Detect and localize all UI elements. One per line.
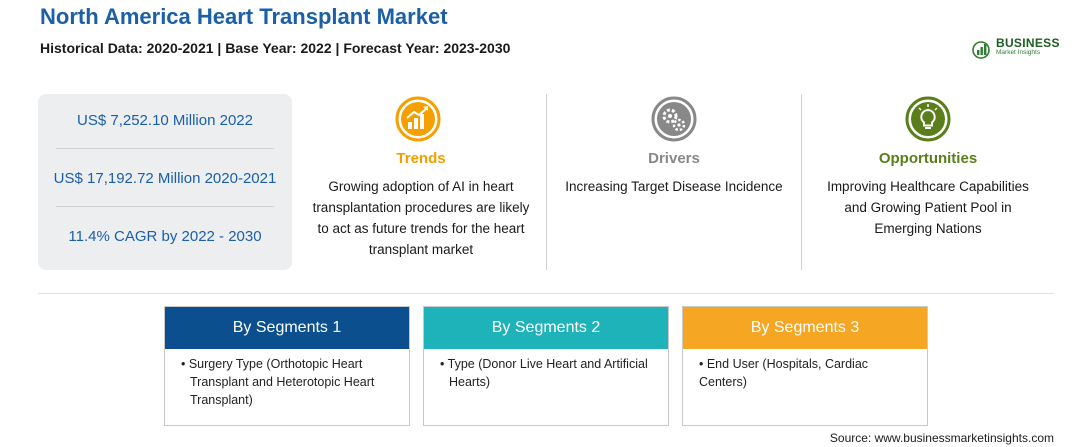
trends-description: Growing adoption of AI in heart transpla… bbox=[298, 176, 544, 260]
segment-3-body: • End User (Hospitals, Cardiac Centers) bbox=[683, 349, 927, 391]
segment-2-body: • Type (Donor Live Heart and Artificial … bbox=[424, 349, 668, 391]
segment-card-2: By Segments 2 • Type (Donor Live Heart a… bbox=[423, 306, 669, 426]
column-divider bbox=[546, 94, 547, 270]
page-title: North America Heart Transplant Market bbox=[40, 4, 448, 29]
trends-label: Trends bbox=[396, 150, 446, 167]
trends-column: Trends Growing adoption of AI in heart t… bbox=[298, 94, 544, 270]
drivers-description: Increasing Target Disease Incidence bbox=[550, 176, 798, 197]
trends-line: transplantation procedures are likely bbox=[312, 200, 530, 215]
stats-divider bbox=[56, 148, 274, 149]
lightbulb-icon bbox=[905, 96, 951, 142]
source-credit: Source: www.businessmarketinsights.com bbox=[829, 431, 1054, 445]
opportunities-line: Emerging Nations bbox=[874, 221, 982, 236]
drivers-label: Drivers bbox=[648, 150, 700, 167]
section-divider bbox=[38, 293, 1054, 294]
opportunities-label: Opportunities bbox=[878, 150, 978, 167]
segment-3-title: By Segments 3 bbox=[683, 307, 927, 349]
logo-word: BUSINESS bbox=[996, 36, 1060, 50]
segment-2-title: By Segments 2 bbox=[424, 307, 668, 349]
segment-1-line: Transplant and Heterotopic Heart bbox=[190, 375, 375, 389]
opportunities-description: Improving Healthcare Capabilities and Gr… bbox=[805, 176, 1051, 239]
segment-card-1: By Segments 1 • Surgery Type (Orthotopic… bbox=[164, 306, 410, 426]
opportunities-line: Improving Healthcare Capabilities bbox=[827, 179, 1029, 194]
growth-chart-icon bbox=[395, 96, 441, 142]
stats-divider bbox=[56, 206, 274, 207]
drivers-column: Drivers Increasing Target Disease Incide… bbox=[550, 94, 798, 270]
gears-icon bbox=[651, 96, 697, 142]
column-divider bbox=[801, 94, 802, 270]
trends-line: transplant market bbox=[368, 242, 474, 257]
segment-2-line: Hearts) bbox=[449, 375, 490, 389]
logo-globe-icon bbox=[972, 41, 990, 59]
segment-1-body: • Surgery Type (Orthotopic Heart Transpl… bbox=[165, 349, 409, 409]
trends-line: to act as future trends for the heart bbox=[317, 221, 525, 236]
opportunities-column: Opportunities Improving Healthcare Capab… bbox=[805, 94, 1051, 270]
segment-2-line: • Type (Donor Live Heart and Artificial bbox=[440, 357, 648, 371]
market-value-historical: US$ 17,192.72 Million 2020-2021 bbox=[53, 170, 277, 187]
opportunities-line: and Growing Patient Pool in bbox=[844, 200, 1012, 215]
segment-card-3: By Segments 3 • End User (Hospitals, Car… bbox=[682, 306, 928, 426]
trends-line: Growing adoption of AI in heart bbox=[328, 179, 514, 194]
segment-1-line: • Surgery Type (Orthotopic Heart bbox=[181, 357, 363, 371]
page-subtitle: Historical Data: 2020-2021 | Base Year: … bbox=[40, 40, 511, 56]
business-market-insights-logo: BUSINESS Market Insights bbox=[972, 36, 1062, 62]
segment-3-line: • End User (Hospitals, Cardiac Centers) bbox=[699, 357, 869, 389]
segment-1-line: Transplant) bbox=[190, 393, 253, 407]
drivers-line: Increasing Target Disease Incidence bbox=[565, 179, 783, 194]
market-stats-panel: US$ 7,252.10 Million 2022 US$ 17,192.72 … bbox=[38, 94, 292, 270]
logo-subtext: Market Insights bbox=[996, 49, 1041, 56]
segment-1-title: By Segments 1 bbox=[165, 307, 409, 349]
market-value-2022: US$ 7,252.10 Million 2022 bbox=[77, 112, 253, 129]
cagr-value: 11.4% CAGR by 2022 - 2030 bbox=[68, 228, 262, 245]
